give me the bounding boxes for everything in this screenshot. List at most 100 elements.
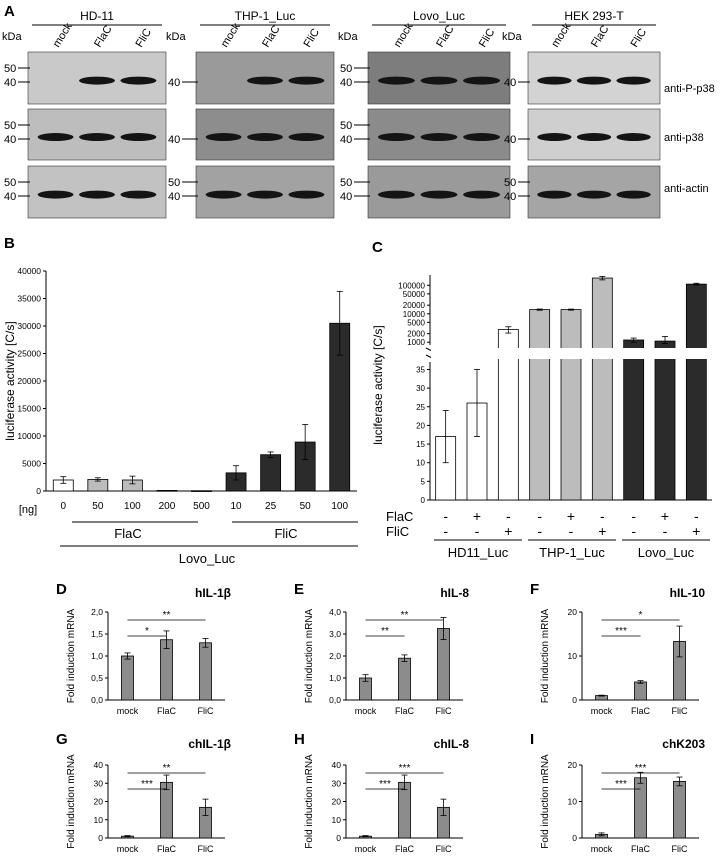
flic-sign: - [443, 523, 448, 539]
x-tick-label: 50 [92, 501, 104, 512]
y-tick-label: 40 [332, 760, 342, 770]
blot-band [247, 76, 283, 85]
flac-sign: - [537, 508, 542, 524]
flac-sign: + [661, 508, 669, 524]
x-tick-label: 100 [331, 501, 348, 512]
y-axis-title: Fold induction mRNA [66, 608, 77, 703]
lane-label: FlaC [434, 23, 457, 49]
flic-sign: - [537, 523, 542, 539]
row-label: FlaC [386, 509, 413, 524]
y-tick-label: 1,0 [329, 673, 341, 683]
significance-stars: ** [163, 610, 171, 621]
bar [398, 657, 411, 701]
y-tick-label: 1,0 [91, 651, 103, 661]
blot-band [537, 76, 572, 85]
bar-break [654, 348, 676, 359]
x-tick-label: mock [117, 706, 139, 716]
x-tick-label: mock [591, 706, 613, 716]
y-tick-label: 25 [416, 403, 425, 412]
significance-stars: *** [615, 626, 627, 637]
y-tick-label: 2000 [407, 330, 425, 339]
y-tick-label: 40000 [17, 266, 41, 276]
group-label: FliC [274, 526, 297, 541]
panel-letter: F [530, 581, 539, 598]
antibody-label: anti-p38 [664, 132, 704, 144]
kda-marker: 40 [168, 134, 180, 146]
bar [634, 777, 647, 839]
y-tick-label: 10 [332, 815, 342, 825]
blot-band [463, 190, 501, 199]
x-tick-label: mock [355, 844, 377, 854]
chart-title: hIL-10 [670, 586, 706, 600]
bar-break [685, 348, 708, 359]
group-label: FlaC [114, 526, 141, 541]
y-tick-label: 20 [568, 760, 578, 770]
bar [634, 681, 647, 701]
x-tick-label: 50 [300, 501, 312, 512]
lane-label: FlaC [92, 23, 115, 49]
blot-band [205, 133, 242, 142]
bar [591, 277, 613, 501]
significance-stars: *** [635, 763, 647, 774]
x-tick-label: FliC [672, 844, 688, 854]
blot-title: Lovo_Luc [413, 9, 465, 23]
antibody-label: anti-P-p38 [664, 83, 715, 95]
blot-band [616, 133, 651, 142]
bar [260, 454, 282, 492]
significance-stars: ** [163, 763, 171, 774]
kda-marker: 50 [340, 63, 352, 75]
blot-band [288, 133, 325, 142]
flac-sign: + [567, 508, 575, 524]
kda-marker: 40 [4, 134, 16, 146]
x-tick-label: FlaC [395, 844, 415, 854]
blot-band [576, 133, 612, 142]
significance-stars: * [145, 626, 149, 637]
x-tick-label: FlaC [631, 844, 651, 854]
significance-stars: *** [141, 779, 153, 790]
x-tick-label: FliC [198, 844, 214, 854]
y-tick-label: 40 [94, 760, 104, 770]
bar [560, 309, 582, 501]
kda-marker: 40 [168, 77, 180, 89]
bar [529, 309, 551, 501]
x-tick-label: 500 [193, 501, 210, 512]
blot-band [120, 133, 157, 142]
chart-title: chIL-1β [188, 737, 231, 751]
kda-marker: 50 [504, 177, 516, 189]
blot-band [463, 76, 501, 85]
y-axis-title: Fold induction mRNA [540, 754, 551, 849]
y-tick-label: 5 [421, 477, 426, 486]
y-tick-label: 0,0 [91, 695, 103, 705]
y-tick-label: 0,0 [329, 695, 341, 705]
significance-stars: ** [381, 626, 389, 637]
panel-letter-b: B [4, 235, 15, 252]
y-tick-label: 4,0 [329, 607, 341, 617]
flac-sign: + [473, 508, 481, 524]
y-tick-label: 5000 [22, 459, 41, 469]
blot-band [205, 190, 242, 199]
y-tick-label: 35000 [17, 294, 41, 304]
x-tick-label: 25 [265, 501, 277, 512]
x-tick-label: mock [591, 844, 613, 854]
blot-band [37, 133, 74, 142]
blot-band [576, 190, 612, 199]
kda-label: kDa [502, 31, 522, 43]
y-tick-label: 20 [568, 607, 578, 617]
significance-stars: *** [379, 779, 391, 790]
x-tick-label: FlaC [157, 844, 177, 854]
chart-title: hIL-8 [440, 586, 469, 600]
blot-band [377, 76, 415, 85]
kda-label: kDa [338, 31, 358, 43]
chart-title: chK203 [662, 737, 705, 751]
kda-marker: 40 [4, 77, 16, 89]
bar [398, 781, 411, 839]
bar [121, 655, 134, 701]
kda-marker: 40 [340, 191, 352, 203]
kda-marker: 40 [504, 191, 516, 203]
y-tick-label: 0,5 [91, 673, 103, 683]
y-tick-label: 10 [416, 459, 425, 468]
flac-sign: - [694, 508, 699, 524]
blot-band [616, 190, 651, 199]
panel-letter: E [294, 581, 304, 598]
